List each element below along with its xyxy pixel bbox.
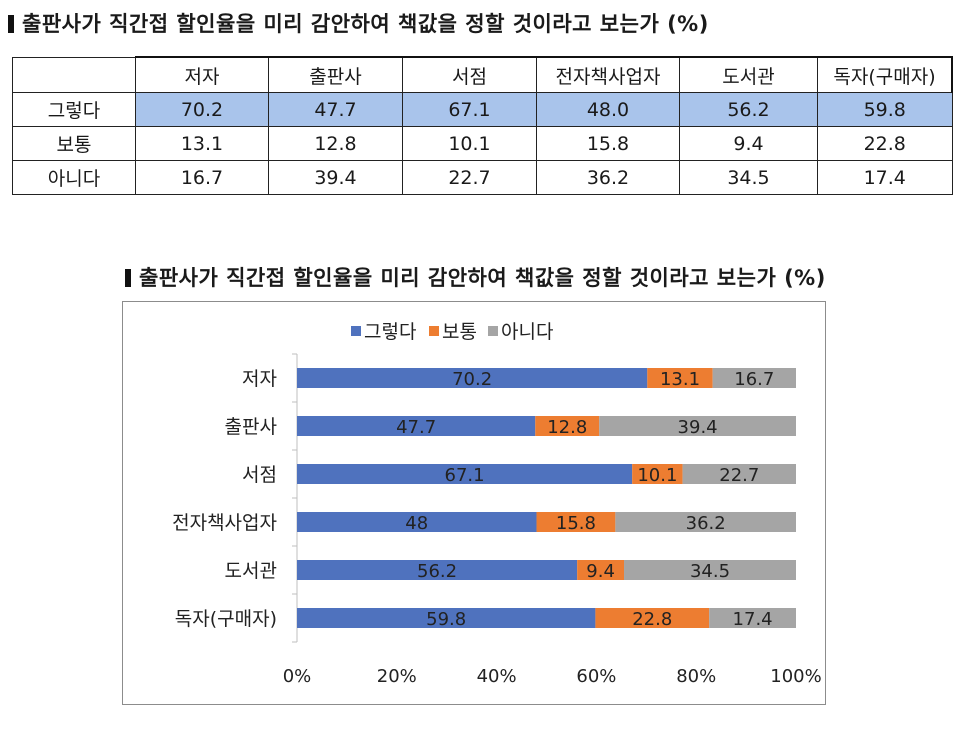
- table-column-header: 저자: [135, 56, 269, 93]
- x-tick-label: 100%: [770, 666, 821, 687]
- data-label: 48: [405, 513, 428, 534]
- data-label: 67.1: [445, 465, 485, 486]
- bar-segment: [577, 560, 625, 580]
- table-column-header: 서점: [402, 56, 537, 93]
- legend-swatch: [488, 326, 498, 336]
- bar-segment: [615, 512, 796, 532]
- legend-swatch: [351, 326, 361, 336]
- data-label: 70.2: [452, 369, 492, 390]
- chart-heading: 출판사가 직간접 할인율을 미리 감안하여 책값을 정할 것이라고 보는가 (%…: [125, 262, 826, 292]
- legend-label: 아니다: [501, 321, 553, 343]
- data-label: 16.7: [734, 369, 774, 390]
- category-label: 서점: [242, 464, 277, 486]
- table-cell: 67.1: [402, 92, 537, 127]
- bar-segment: [682, 464, 796, 484]
- bar-segment: [595, 608, 710, 628]
- data-label: 10.1: [637, 465, 677, 486]
- table-cell: 39.4: [268, 160, 403, 195]
- table-column-header: 전자책사업자: [536, 56, 680, 93]
- table-row-header: 보통: [12, 126, 136, 161]
- table-row: 그렇다 70.2 47.7 67.1 48.0 56.2 59.8: [12, 92, 953, 127]
- table-cell: 34.5: [679, 160, 818, 195]
- table-corner-cell: [12, 56, 136, 93]
- bar-segment: [297, 560, 578, 580]
- data-label: 15.8: [556, 513, 596, 534]
- table-row-header: 아니다: [12, 160, 136, 195]
- table-cell: 12.8: [268, 126, 403, 161]
- bar-segment: [297, 368, 648, 388]
- table-row-header: 그렇다: [12, 92, 136, 127]
- bar-segment: [297, 608, 596, 628]
- table-cell: 10.1: [402, 126, 537, 161]
- bar-segment: [647, 368, 713, 388]
- bar-segment: [712, 368, 796, 388]
- data-label: 12.8: [547, 417, 587, 438]
- heading-marker: [125, 269, 131, 287]
- table-column-header: 출판사: [268, 56, 403, 93]
- table-cell: 56.2: [679, 92, 818, 127]
- bar-segment: [599, 416, 796, 436]
- table-cell: 16.7: [135, 160, 269, 195]
- data-label: 13.1: [660, 369, 700, 390]
- table-heading-text: 출판사가 직간접 할인율을 미리 감안하여 책값을 정할 것이라고 보는가 (%…: [22, 12, 709, 36]
- x-tick-label: 40%: [477, 666, 517, 687]
- table-row: 아니다 16.7 39.4 22.7 36.2 34.5 17.4: [12, 160, 953, 195]
- chart-heading-text: 출판사가 직간접 할인율을 미리 감안하여 책값을 정할 것이라고 보는가 (%…: [139, 266, 826, 290]
- table-cell: 59.8: [817, 92, 953, 127]
- bar-segment: [709, 608, 796, 628]
- table-cell: 36.2: [536, 160, 680, 195]
- data-label: 17.4: [733, 609, 773, 630]
- data-label: 59.8: [426, 609, 466, 630]
- table-header-row: 저자 출판사 서점 전자책사업자 도서관 독자(구매자): [12, 56, 953, 93]
- table-cell: 9.4: [679, 126, 818, 161]
- x-tick-label: 0%: [283, 666, 312, 687]
- bar-segment: [536, 512, 616, 532]
- data-label: 9.4: [586, 561, 615, 582]
- data-label: 22.8: [632, 609, 672, 630]
- table-cell: 13.1: [135, 126, 269, 161]
- data-label: 47.7: [396, 417, 436, 438]
- table-cell: 48.0: [536, 92, 680, 127]
- legend-swatch: [429, 326, 439, 336]
- legend-label: 보통: [442, 321, 477, 343]
- table-cell: 70.2: [135, 92, 269, 127]
- heading-marker: [8, 15, 14, 33]
- category-label: 전자책사업자: [172, 512, 277, 534]
- table-column-header: 도서관: [679, 56, 818, 93]
- bar-segment: [297, 416, 536, 436]
- data-table: 저자 출판사 서점 전자책사업자 도서관 독자(구매자) 그렇다 70.2 47…: [12, 56, 953, 195]
- bar-segment: [624, 560, 796, 580]
- x-tick-label: 60%: [576, 666, 616, 687]
- table-cell: 22.7: [402, 160, 537, 195]
- table-cell: 17.4: [817, 160, 953, 195]
- data-label: 36.2: [686, 513, 726, 534]
- data-label: 56.2: [417, 561, 457, 582]
- x-tick-label: 80%: [676, 666, 716, 687]
- table-cell: 15.8: [536, 126, 680, 161]
- bar-segment: [297, 512, 537, 532]
- data-label: 39.4: [678, 417, 718, 438]
- table-heading: 출판사가 직간접 할인율을 미리 감안하여 책값을 정할 것이라고 보는가 (%…: [8, 8, 709, 38]
- table-cell: 22.8: [817, 126, 953, 161]
- table-cell: 47.7: [268, 92, 403, 127]
- data-label: 22.7: [719, 465, 759, 486]
- legend-label: 그렇다: [364, 321, 416, 343]
- table-row: 보통 13.1 12.8 10.1 15.8 9.4 22.8: [12, 126, 953, 161]
- data-label: 34.5: [690, 561, 730, 582]
- bar-segment: [297, 464, 633, 484]
- category-label: 저자: [242, 368, 277, 390]
- table-column-header: 독자(구매자): [817, 56, 953, 93]
- x-tick-label: 20%: [377, 666, 417, 687]
- category-label: 독자(구매자): [175, 608, 277, 630]
- category-label: 도서관: [225, 560, 277, 582]
- bar-segment: [632, 464, 683, 484]
- bar-segment: [535, 416, 600, 436]
- category-label: 출판사: [225, 416, 277, 438]
